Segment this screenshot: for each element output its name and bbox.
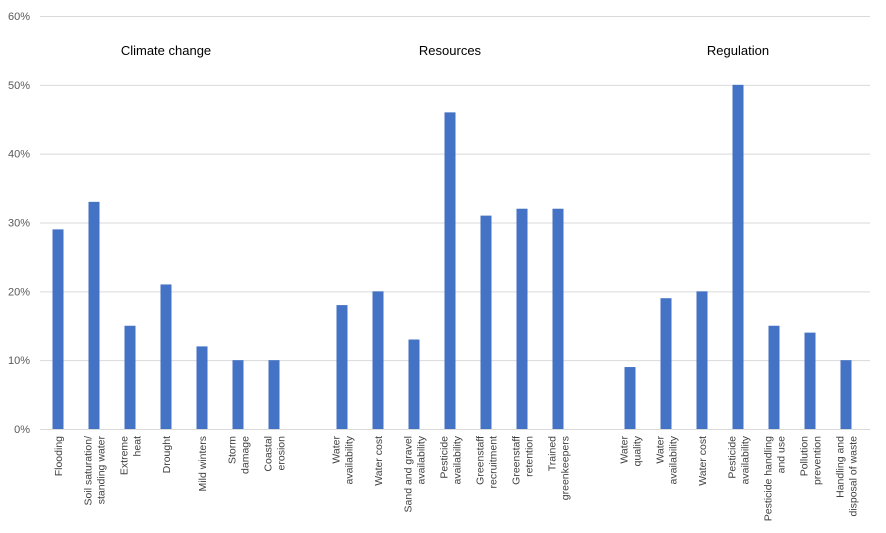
- category-label-line: Greenstaff: [475, 436, 487, 485]
- category-label-line: disposal of waste: [848, 436, 860, 517]
- bar: [516, 208, 528, 429]
- bar: [768, 325, 780, 429]
- category-label-line: Pesticide: [727, 436, 739, 479]
- category-label-line: standing water: [96, 436, 108, 505]
- category-label: Trainedgreenkeepers: [547, 436, 572, 500]
- category-label: Handling anddisposal of waste: [835, 436, 860, 517]
- category-label-line: Sand and gravel: [403, 436, 415, 512]
- group-labels: Climate change Resources Regulation: [121, 43, 769, 58]
- category-label-line: Handling and: [835, 436, 847, 498]
- category-label: Greenstaffretention: [511, 436, 536, 485]
- category-label: Mild winters: [197, 436, 209, 491]
- category-label-line: heat: [132, 436, 144, 457]
- category-label-line: and use: [776, 436, 788, 474]
- category-label: Water cost: [373, 436, 385, 486]
- bar: [232, 360, 244, 429]
- y-tick-label: 60%: [8, 11, 30, 23]
- category-label: Pesticide handlingand use: [763, 436, 788, 521]
- category-label-line: greenkeepers: [560, 436, 572, 500]
- category-label: Pesticideavailability: [439, 435, 464, 484]
- group-label: Climate change: [121, 43, 211, 58]
- category-label-line: damage: [240, 436, 252, 474]
- category-label-line: availability: [452, 435, 464, 484]
- category-label: Wateravailability: [331, 435, 356, 484]
- category-label-line: Pesticide: [439, 436, 451, 479]
- group-label: Regulation: [707, 43, 769, 58]
- category-label: Waterquality: [619, 435, 644, 466]
- category-label: Flooding: [53, 436, 65, 476]
- category-label-line: Trained: [547, 436, 559, 471]
- category-label-line: availability: [344, 435, 356, 484]
- bar: [268, 360, 280, 429]
- category-label-line: availability: [416, 435, 428, 484]
- category-label: Greenstaffrecruitment: [475, 436, 500, 489]
- y-tick-label: 0%: [14, 424, 30, 436]
- category-label-line: recruitment: [488, 436, 500, 489]
- category-label-line: Flooding: [53, 436, 65, 476]
- bars: [52, 84, 852, 429]
- category-label-line: Water cost: [697, 436, 709, 486]
- category-label: Pollutionprevention: [799, 436, 824, 485]
- category-label: Stormdamage: [227, 436, 252, 474]
- category-label-line: prevention: [812, 436, 824, 485]
- category-label-line: Water: [331, 436, 343, 464]
- category-label-line: Soil saturation/: [83, 436, 95, 506]
- bar: [732, 84, 744, 429]
- y-tick-label: 40%: [8, 149, 30, 161]
- category-label-line: quality: [632, 435, 644, 466]
- category-label-line: Drought: [161, 436, 173, 473]
- bar: [660, 298, 672, 429]
- category-label-line: Water cost: [373, 436, 385, 486]
- category-label: Water cost: [697, 436, 709, 486]
- bar: [160, 284, 172, 429]
- category-label-line: availability: [668, 435, 680, 484]
- bar: [804, 332, 816, 429]
- y-tick-label: 30%: [8, 218, 30, 230]
- bar: [124, 325, 136, 429]
- category-label: Wateravailability: [655, 435, 680, 484]
- bar: [840, 360, 852, 429]
- bar: [480, 215, 492, 429]
- category-label: Soil saturation/standing water: [83, 436, 108, 506]
- category-label-line: Greenstaff: [511, 436, 523, 485]
- bar: [624, 367, 636, 429]
- category-label-line: Pollution: [799, 436, 811, 476]
- category-labels: Flooding Soil saturation/standing water Ex…: [53, 435, 860, 521]
- category-label-line: Water: [655, 436, 667, 464]
- category-label-line: Water: [619, 436, 631, 464]
- y-axis-tick-labels: 0% 10% 20% 30% 40% 50% 60%: [8, 11, 30, 436]
- bar: [336, 305, 348, 429]
- y-tick-label: 50%: [8, 80, 30, 92]
- category-label: Pesticideavailability: [727, 435, 752, 484]
- category-label: Coastalerosion: [263, 436, 288, 472]
- y-tick-label: 10%: [8, 355, 30, 367]
- group-label: Resources: [419, 43, 482, 58]
- category-label-line: Storm: [227, 436, 239, 464]
- bar: [88, 201, 100, 429]
- bar: [552, 208, 564, 429]
- category-label: Drought: [161, 436, 173, 473]
- y-tick-label: 20%: [8, 286, 30, 298]
- category-label-line: availability: [740, 435, 752, 484]
- category-label-line: Mild winters: [197, 436, 209, 491]
- bar: [444, 112, 456, 429]
- bar: [196, 346, 208, 429]
- bar: [696, 291, 708, 429]
- bar: [52, 229, 64, 429]
- category-label-line: erosion: [276, 436, 288, 471]
- category-label: Extremeheat: [119, 436, 144, 475]
- category-label-line: Pesticide handling: [763, 436, 775, 521]
- bar: [372, 291, 384, 429]
- category-label-line: Extreme: [119, 436, 131, 475]
- bar: [408, 339, 420, 429]
- category-label-line: retention: [524, 436, 536, 477]
- category-label: Sand and gravelavailability: [403, 435, 428, 512]
- category-label-line: Coastal: [263, 436, 275, 472]
